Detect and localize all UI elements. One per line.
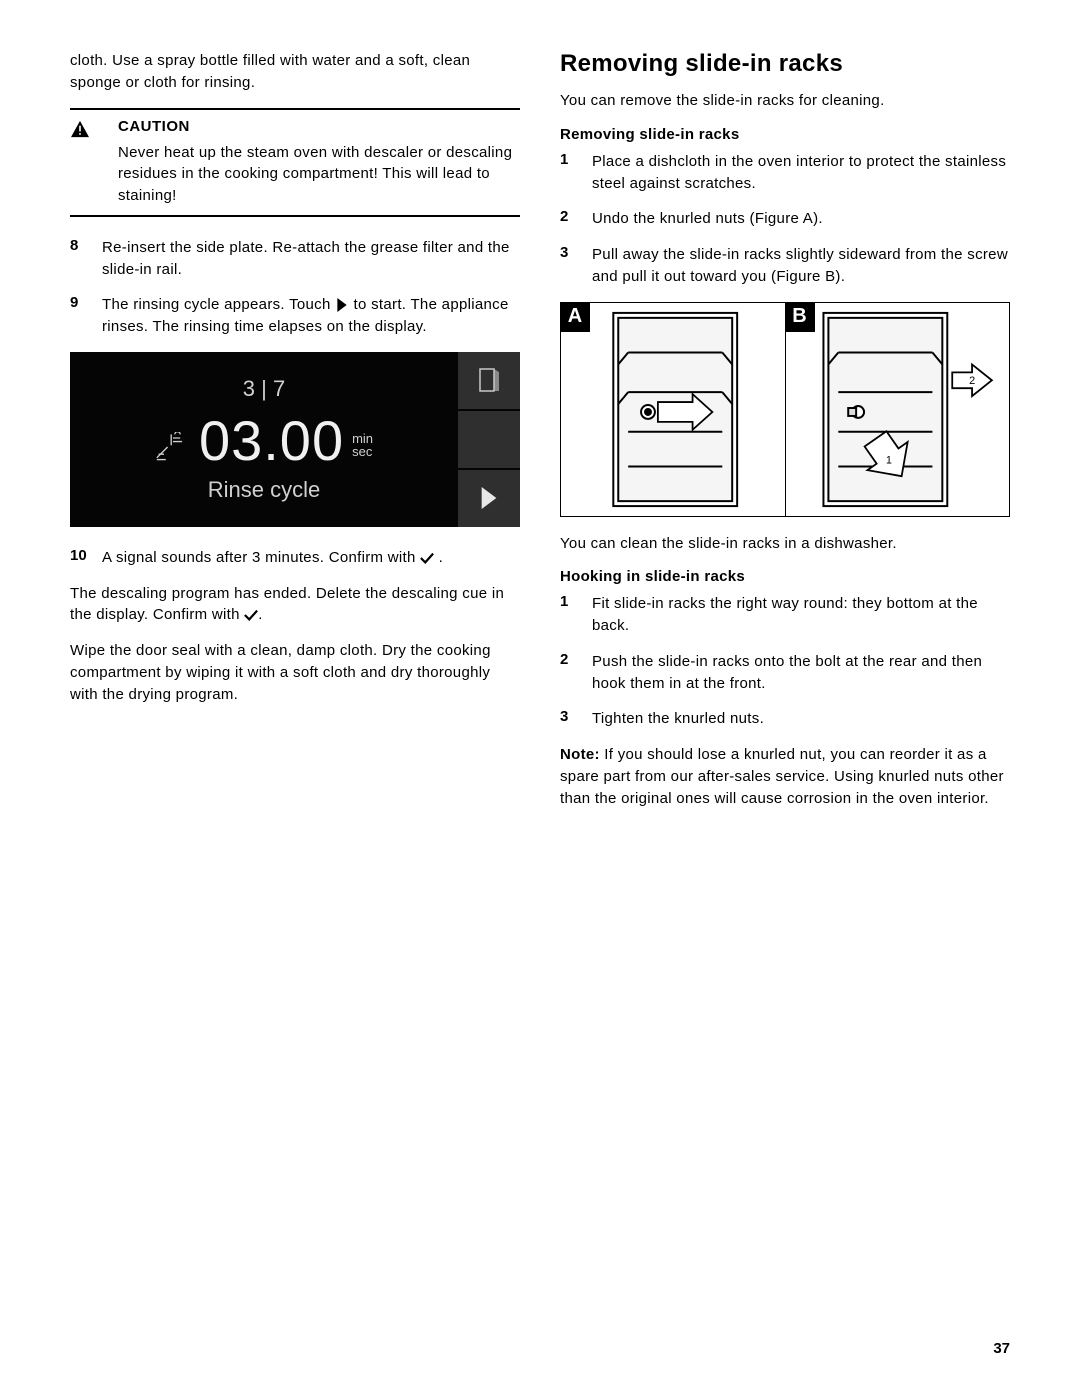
door-icon-cell[interactable]	[458, 352, 520, 411]
play-cell[interactable]	[458, 470, 520, 527]
section-heading: Removing slide-in racks	[560, 50, 1010, 78]
diagram-label-a: A	[560, 302, 590, 332]
intro-paragraph: cloth. Use a spray bottle filled with wa…	[70, 50, 520, 94]
diagram-b: B	[786, 303, 1010, 516]
step-text: The rinsing cycle appears. Touch to star…	[102, 294, 520, 338]
display-mode-label: Rinse cycle	[208, 477, 320, 503]
right-column: Removing slide-in racks You can remove t…	[560, 50, 1010, 819]
hook-step-1: 1 Fit slide-in racks the right way round…	[560, 593, 1010, 637]
display-unit-sec: sec	[352, 445, 373, 458]
note-paragraph: Note: If you should lose a knurled nut, …	[560, 744, 1010, 809]
remove-step-2: 2 Undo the knurled nuts (Figure A).	[560, 208, 1010, 230]
step-text: Undo the knurled nuts (Figure A).	[592, 208, 1010, 230]
step-9: 9 The rinsing cycle appears. Touch to st…	[70, 294, 520, 338]
warning-icon	[70, 120, 90, 138]
display-step-counter: 3 | 7	[243, 376, 285, 402]
remove-step-1: 1 Place a dishcloth in the oven interior…	[560, 151, 1010, 195]
note-label: Note:	[560, 746, 604, 763]
step-text: Push the slide-in racks onto the bolt at…	[592, 651, 1010, 695]
svg-text:2: 2	[969, 375, 975, 387]
display-time: 03.00	[199, 408, 344, 473]
check-icon	[244, 608, 258, 622]
caution-text: Never heat up the steam oven with descal…	[118, 142, 520, 207]
step-number: 3	[560, 708, 592, 730]
caution-label: CAUTION	[118, 118, 190, 135]
rack-diagram: A	[560, 302, 1010, 517]
caution-box: CAUTION Never heat up the steam oven wit…	[70, 108, 520, 217]
display-main: 3 | 7 03.00 min sec	[70, 352, 458, 527]
remove-step-3: 3 Pull away the slide-in racks slightly …	[560, 244, 1010, 288]
step-number: 8	[70, 237, 102, 281]
oven-display-panel: 3 | 7 03.00 min sec	[70, 352, 520, 527]
step-number: 10	[70, 547, 102, 569]
play-icon	[480, 487, 498, 509]
section-intro: You can remove the slide-in racks for cl…	[560, 90, 1010, 112]
diagram-a: A	[561, 303, 786, 516]
left-column: cloth. Use a spray bottle filled with wa…	[70, 50, 520, 819]
rack-figure-a	[561, 303, 785, 516]
step-number: 2	[560, 651, 592, 695]
dishwasher-text: You can clean the slide-in racks in a di…	[560, 533, 1010, 555]
step-number: 1	[560, 151, 592, 195]
play-icon	[335, 298, 349, 312]
diagram-label-b: B	[785, 302, 815, 332]
blank-cell	[458, 411, 520, 470]
note-text: If you should lose a knurled nut, you ca…	[560, 746, 1004, 807]
step-text: A signal sounds after 3 minutes. Confirm…	[102, 547, 520, 569]
step-number: 1	[560, 593, 592, 637]
step-10: 10 A signal sounds after 3 minutes. Conf…	[70, 547, 520, 569]
subheading-remove: Removing slide-in racks	[560, 126, 1010, 143]
hook-step-2: 2 Push the slide-in racks onto the bolt …	[560, 651, 1010, 695]
step-8: 8 Re-insert the side plate. Re-attach th…	[70, 237, 520, 281]
step-text: Re-insert the side plate. Re-attach the …	[102, 237, 520, 281]
descaling-ended-text: The descaling program has ended. Delete …	[70, 583, 520, 627]
hook-step-3: 3 Tighten the knurled nuts.	[560, 708, 1010, 730]
svg-text:1: 1	[885, 454, 891, 466]
subheading-hook: Hooking in slide-in racks	[560, 568, 1010, 585]
rack-figure-b: 2 1	[786, 303, 1010, 516]
step-text: Pull away the slide-in racks slightly si…	[592, 244, 1010, 288]
spray-icon	[155, 432, 191, 462]
check-icon	[420, 551, 434, 565]
step-text: Fit slide-in racks the right way round: …	[592, 593, 1010, 637]
door-icon	[475, 366, 503, 394]
step-number: 9	[70, 294, 102, 338]
step-number: 2	[560, 208, 592, 230]
page-number: 37	[993, 1340, 1010, 1357]
step-text: Tighten the knurled nuts.	[592, 708, 1010, 730]
step-text: Place a dishcloth in the oven interior t…	[592, 151, 1010, 195]
step-number: 3	[560, 244, 592, 288]
wipe-text: Wipe the door seal with a clean, damp cl…	[70, 640, 520, 705]
display-side-buttons	[458, 352, 520, 527]
